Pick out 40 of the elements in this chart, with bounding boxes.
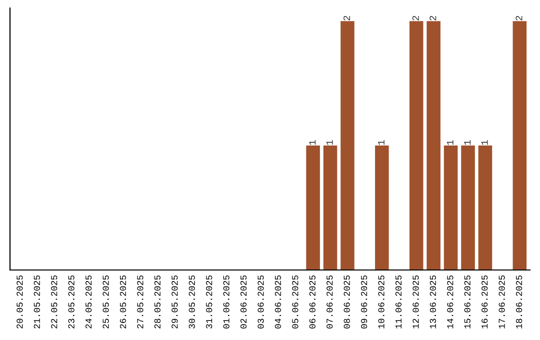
x-tick-label: 13.06.2025 <box>430 275 436 328</box>
x-tick-label: 28.05.2025 <box>154 275 161 328</box>
x-tick-label: 15.06.2025 <box>464 275 470 328</box>
x-tick-label: 09.06.2025 <box>361 275 368 328</box>
data-label: 1 <box>309 140 316 145</box>
x-tick-label: 29.05.2025 <box>172 275 178 328</box>
x-tick-label: 25.05.2025 <box>102 275 109 328</box>
x-tick-label: 06.06.2025 <box>309 275 316 328</box>
x-tick-label: 10.06.2025 <box>378 275 384 328</box>
x-tick-label: 27.05.2025 <box>137 275 144 328</box>
x-tick-label: 08.06.2025 <box>344 275 350 328</box>
x-tick-label: 24.05.2025 <box>86 275 92 328</box>
x-tick-label: 17.06.2025 <box>498 275 505 328</box>
data-label: 1 <box>481 140 488 145</box>
data-label: 2 <box>430 16 436 20</box>
data-label: 2 <box>516 16 522 20</box>
data-label: 2 <box>343 16 350 20</box>
x-tick-label: 30.05.2025 <box>188 275 195 328</box>
x-tick-label: 14.06.2025 <box>447 275 454 328</box>
data-label: 1 <box>326 140 333 145</box>
x-tick-label: 07.06.2025 <box>326 275 333 328</box>
x-tick-label: 18.06.2025 <box>516 275 522 328</box>
x-tick-label: 23.05.2025 <box>68 275 74 328</box>
x-tick-label: 01.06.2025 <box>223 275 230 328</box>
x-tick-label: 31.05.2025 <box>206 275 212 328</box>
x-tick-label: 12.06.2025 <box>412 275 419 328</box>
data-label: 1 <box>378 140 384 145</box>
data-label: 1 <box>464 140 471 145</box>
x-tick-label: 20.05.2025 <box>16 275 23 328</box>
x-tick-label: 05.06.2025 <box>292 275 298 328</box>
data-label: 1 <box>446 140 454 145</box>
x-tick-label: 16.06.2025 <box>482 275 488 328</box>
x-tick-label: 21.05.2025 <box>34 275 40 328</box>
data-label: 2 <box>412 16 419 20</box>
x-tick-label: 11.06.2025 <box>395 275 402 328</box>
x-tick-label: 04.06.2025 <box>274 275 282 328</box>
x-tick-label: 03.06.2025 <box>258 275 264 328</box>
x-tick-label: 22.05.2025 <box>51 275 58 328</box>
x-tick-label: 26.05.2025 <box>120 275 126 328</box>
x-tick-label: 02.06.2025 <box>240 275 247 328</box>
